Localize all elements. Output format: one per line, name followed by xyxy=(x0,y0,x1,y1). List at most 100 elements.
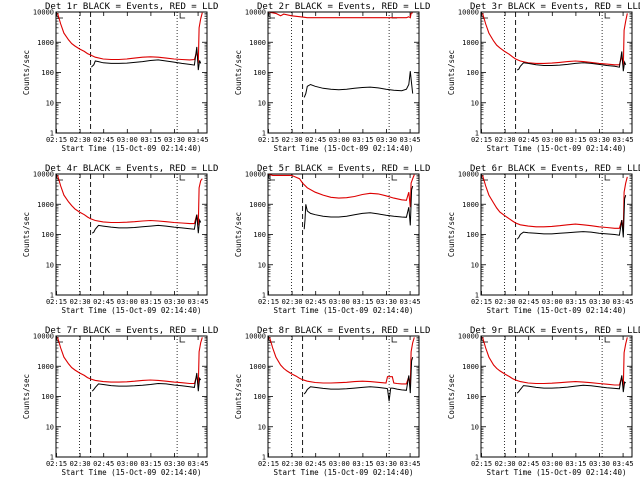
x-tick-label: 03:00 xyxy=(542,460,563,468)
y-tick-label: 100 xyxy=(466,69,479,77)
y-tick-label: 10 xyxy=(258,423,266,431)
series-line-events xyxy=(516,51,627,72)
y-tick-label: 1000 xyxy=(462,201,479,209)
x-axis-label: Start Time (15-Oct-09 02:14:40) xyxy=(274,306,414,315)
x-tick-label: 02:30 xyxy=(495,460,516,468)
series-line-events xyxy=(91,46,202,71)
x-tick-label: 02:30 xyxy=(495,298,516,306)
plot-frame xyxy=(267,335,420,458)
x-tick-label: 03:15 xyxy=(140,298,161,306)
series-line-events xyxy=(91,372,202,392)
x-tick-label: 02:15 xyxy=(258,298,279,306)
plot-frame xyxy=(267,173,420,296)
y-axis-label: Counts/sec xyxy=(234,212,243,257)
y-tick-label: 1000 xyxy=(37,363,54,371)
panel-det-2: Det 2r BLACK = Events, RED = LLD 02:15 02:… xyxy=(234,2,430,153)
x-tick-label: 03:15 xyxy=(565,460,586,468)
x-tick-label: 02:45 xyxy=(93,460,114,468)
end-bracket-mark xyxy=(604,13,611,19)
x-axis-label: Start Time (15-Oct-09 02:14:40) xyxy=(62,306,202,315)
x-axis-label: Start Time (15-Oct-09 02:14:40) xyxy=(487,468,627,477)
y-tick-label: 10 xyxy=(471,423,479,431)
x-tick-label: 03:30 xyxy=(164,136,185,144)
plot-frame xyxy=(480,11,633,134)
y-tick-label: 10000 xyxy=(245,9,266,17)
x-tick-label: 02:30 xyxy=(282,298,303,306)
y-tick-label: 10000 xyxy=(33,171,54,179)
y-tick-label: 1 xyxy=(475,292,479,300)
panel-title: Det 8r BLACK = Events, RED = LLD xyxy=(257,326,430,336)
x-tick-label: 03:45 xyxy=(188,460,209,468)
x-tick-label: 03:30 xyxy=(164,298,185,306)
y-tick-label: 10 xyxy=(46,99,54,107)
x-tick-label: 02:45 xyxy=(518,136,539,144)
x-tick-label: 02:30 xyxy=(70,460,91,468)
y-axis-label: Counts/sec xyxy=(22,212,31,257)
x-tick-label: 03:15 xyxy=(352,136,373,144)
start-bracket-mark xyxy=(269,13,275,19)
x-tick-label: 02:30 xyxy=(282,136,303,144)
x-tick-label: 03:30 xyxy=(164,460,185,468)
series-line-lld xyxy=(482,175,628,231)
y-tick-label: 100 xyxy=(466,231,479,239)
y-tick-label: 1 xyxy=(50,130,54,138)
y-tick-label: 100 xyxy=(41,231,54,239)
x-tick-label: 03:30 xyxy=(589,136,610,144)
end-bracket-mark xyxy=(179,337,186,343)
y-axis-label: Counts/sec xyxy=(447,212,456,257)
series-line-events xyxy=(303,356,414,402)
x-axis-label: Start Time (15-Oct-09 02:14:40) xyxy=(274,144,414,153)
x-tick-label: 02:30 xyxy=(70,136,91,144)
y-tick-label: 1 xyxy=(50,454,54,462)
x-axis-label: Start Time (15-Oct-09 02:14:40) xyxy=(274,468,414,477)
x-tick-label: 03:30 xyxy=(589,460,610,468)
x-tick-label: 02:45 xyxy=(305,298,326,306)
panel-title: Det 2r BLACK = Events, RED = LLD xyxy=(257,2,430,12)
panel-title: Det 7r BLACK = Events, RED = LLD xyxy=(45,326,218,336)
x-tick-label: 03:00 xyxy=(329,298,350,306)
x-tick-label: 03:30 xyxy=(376,298,397,306)
series-line-lld xyxy=(57,175,203,226)
x-tick-label: 02:15 xyxy=(46,460,67,468)
x-tick-label: 02:15 xyxy=(471,298,492,306)
x-axis-label: Start Time (15-Oct-09 02:14:40) xyxy=(487,306,627,315)
x-tick-label: 03:45 xyxy=(188,298,209,306)
y-tick-label: 1000 xyxy=(249,201,266,209)
plot-frame xyxy=(480,173,633,296)
y-tick-label: 10 xyxy=(46,423,54,431)
series-line-events xyxy=(516,375,627,394)
y-tick-label: 10000 xyxy=(245,333,266,341)
series-line-lld xyxy=(269,337,415,387)
x-tick-label: 03:45 xyxy=(188,136,209,144)
y-axis-label: Counts/sec xyxy=(447,50,456,95)
y-tick-label: 1000 xyxy=(249,39,266,47)
y-tick-label: 100 xyxy=(253,231,266,239)
y-tick-label: 100 xyxy=(466,393,479,401)
x-tick-label: 02:15 xyxy=(258,136,279,144)
y-tick-label: 10000 xyxy=(458,171,479,179)
y-tick-label: 1 xyxy=(262,292,266,300)
y-axis-label: Counts/sec xyxy=(447,374,456,419)
panel-title: Det 5r BLACK = Events, RED = LLD xyxy=(257,164,430,174)
panel-title: Det 4r BLACK = Events, RED = LLD xyxy=(45,164,218,174)
x-tick-label: 02:30 xyxy=(70,298,91,306)
x-tick-label: 03:00 xyxy=(329,460,350,468)
y-tick-label: 100 xyxy=(253,69,266,77)
panel-title: Det 9r BLACK = Events, RED = LLD xyxy=(470,326,640,336)
x-tick-label: 03:45 xyxy=(613,460,634,468)
x-tick-label: 02:45 xyxy=(518,460,539,468)
x-tick-label: 03:00 xyxy=(542,298,563,306)
y-axis-label: Counts/sec xyxy=(234,50,243,95)
end-bracket-mark xyxy=(391,175,398,181)
series-line-lld xyxy=(482,337,628,388)
end-bracket-mark xyxy=(391,337,398,343)
x-tick-label: 02:45 xyxy=(518,298,539,306)
